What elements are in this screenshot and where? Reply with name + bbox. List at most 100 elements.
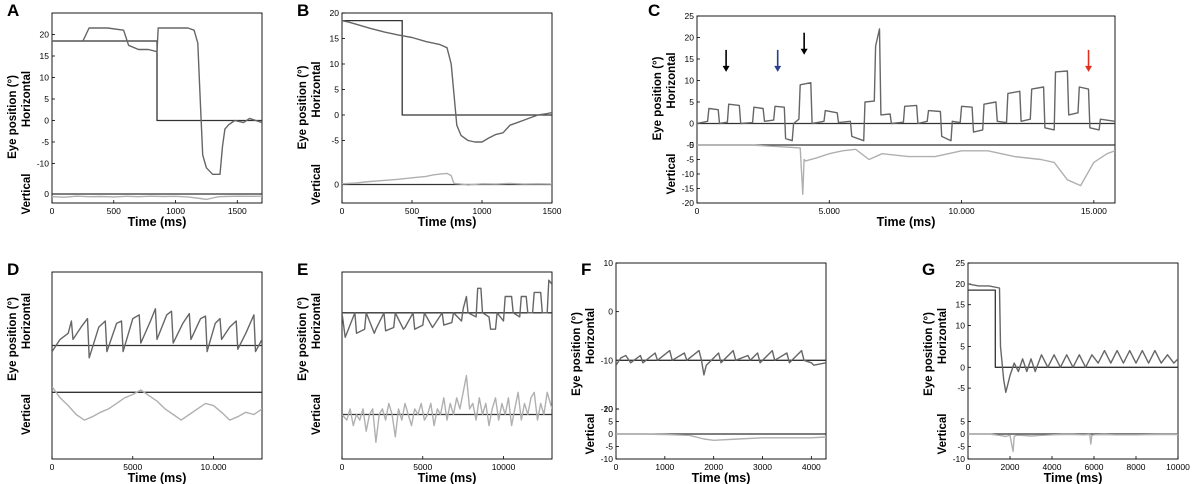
arrow-head	[774, 65, 782, 72]
x-tick-label: 15.000	[1081, 206, 1107, 216]
y-tick-label-top: 10	[685, 76, 695, 86]
x-tick-label: 6000	[1085, 462, 1104, 472]
panel-a: A 0 500 1000 1500 -10 -5 0 5 10 15 20 0 Time (ms) Hori…	[7, 1, 263, 229]
x-tick-label: 2000	[704, 462, 723, 472]
y-tick-label-top: 15	[956, 300, 966, 310]
x-tick-label: 3000	[753, 462, 772, 472]
y-tick-label-top: 10	[604, 258, 614, 268]
y-tick-label-top: -5	[331, 136, 339, 146]
x-tick-label: 1500	[228, 206, 247, 216]
panel-letter: A	[7, 1, 19, 20]
y-axis-label-vertical: Vertical	[666, 154, 678, 195]
y-tick-label-bottom: -20	[682, 198, 695, 208]
x-tick-label: 500	[405, 206, 419, 216]
y-tick-label-bottom: -5	[686, 155, 694, 165]
horizontal-eye-line	[968, 283, 1178, 393]
y-tick-label-top: 20	[40, 30, 50, 40]
horizontal-eye-line	[342, 279, 552, 338]
y-axis-label-horizontal: Horizontal	[311, 61, 323, 117]
x-tick-label: 10000	[492, 462, 516, 472]
plot-frame	[341, 12, 553, 204]
panel-c: C0 5.000 10.000 15.000-50510152025-20-15-10…	[648, 1, 1116, 229]
horizontal-eye-line	[342, 19, 552, 143]
x-tick-label: 1500	[543, 206, 562, 216]
horizontal-target-line	[342, 19, 552, 116]
y-tick-label-top: -5	[686, 140, 694, 150]
annotation-arrow-icon	[722, 49, 730, 72]
y-tick-label-top: 0	[44, 116, 49, 126]
x-tick-label: 1000	[655, 462, 674, 472]
y-tick-label-top: 5	[960, 341, 965, 351]
y-tick-label-top: 20	[685, 33, 695, 43]
panel-letter: E	[297, 260, 308, 279]
y-axis-label-main: Eye position (°)	[652, 56, 664, 140]
y-tick-label-bottom: 5	[608, 417, 613, 427]
y-tick-label-top: 20	[956, 279, 966, 289]
y-tick-label-top: 15	[330, 34, 340, 44]
panel-letter: C	[648, 1, 660, 20]
x-tick-label: 1000	[166, 206, 185, 216]
panel-letter: G	[922, 260, 935, 279]
x-axis-label: Time (ms)	[128, 215, 187, 229]
x-tick-label: 0	[966, 462, 971, 472]
x-tick-label: 5.000	[819, 206, 841, 216]
y-axis-label-horizontal: Horizontal	[585, 308, 597, 364]
vertical-eye-line	[52, 386, 262, 421]
x-tick-label: 5000	[123, 462, 142, 472]
y-tick-label-top: 25	[685, 11, 695, 21]
x-axis-label: Time (ms)	[128, 471, 187, 484]
horizontal-eye-line	[616, 349, 826, 376]
plot-frame	[967, 262, 1179, 460]
y-tick-label-top: 0	[689, 119, 694, 129]
y-tick-label-bottom: 0	[960, 429, 965, 439]
y-tick-label-bottom: 5	[960, 417, 965, 427]
x-tick-label: 500	[107, 206, 121, 216]
x-axis-label: Time (ms)	[877, 215, 936, 229]
panel-d: D 0 5000 10.000 Time (ms) Horizontal Vertical E…	[7, 260, 263, 484]
y-axis-label-horizontal: Horizontal	[21, 293, 33, 349]
x-tick-label: 0	[50, 206, 55, 216]
horizontal-eye-line	[697, 28, 1115, 142]
y-tick-label-top: -5	[957, 383, 965, 393]
vertical-eye-line	[52, 195, 262, 201]
x-tick-label: 0	[695, 206, 700, 216]
x-tick-label: 2000	[1001, 462, 1020, 472]
y-tick-label-bottom: -10	[953, 454, 966, 464]
y-tick-label-bottom: -5	[957, 442, 965, 452]
vertical-eye-line	[697, 144, 1115, 196]
panel-f: F0 1000 2000 3000 4000-20-10010-10-50510Time…	[571, 258, 827, 484]
horizontal-eye-line	[52, 308, 262, 359]
annotation-arrow-icon	[774, 49, 782, 72]
x-tick-label: 1000	[473, 206, 492, 216]
x-tick-label: 4000	[1043, 462, 1062, 472]
annotation-arrow-icon	[1085, 49, 1093, 72]
x-tick-label: 10.000	[949, 206, 975, 216]
x-tick-label: 5000	[413, 462, 432, 472]
x-axis-label: Time (ms)	[692, 471, 751, 484]
x-tick-label: 4000	[802, 462, 821, 472]
arrow-head	[800, 48, 808, 55]
vertical-eye-line	[616, 433, 826, 441]
y-axis-label-vertical: Vertical	[21, 174, 33, 215]
x-axis-label: Time (ms)	[418, 471, 477, 484]
y-axis-label-main: Eye position (°)	[571, 312, 583, 396]
y-tick-label-bottom: -15	[682, 184, 695, 194]
panel-b: B 0 500 1000 1500 -5 0 5 10 15 20 0 Time (ms) Horizon…	[297, 1, 562, 229]
vertical-eye-line	[342, 374, 552, 443]
y-axis-label-vertical: Vertical	[21, 394, 33, 435]
y-axis-label-horizontal: Horizontal	[937, 308, 949, 364]
plot-frame	[696, 15, 1116, 204]
vertical-eye-line	[968, 433, 1178, 453]
y-axis-label-horizontal: Horizontal	[311, 293, 323, 349]
plot-frame	[341, 271, 553, 460]
y-tick-label-bottom: 0	[44, 189, 49, 199]
y-tick-label-top: 10	[40, 73, 50, 83]
x-axis-label: Time (ms)	[1044, 471, 1103, 484]
y-tick-label-bottom: 10	[604, 404, 614, 414]
x-tick-label: 10.000	[201, 462, 227, 472]
y-tick-label-top: 15	[685, 54, 695, 64]
y-tick-label-top: 10	[330, 59, 340, 69]
y-tick-label-bottom: 0	[334, 180, 339, 190]
y-tick-label-bottom: -10	[601, 454, 614, 464]
